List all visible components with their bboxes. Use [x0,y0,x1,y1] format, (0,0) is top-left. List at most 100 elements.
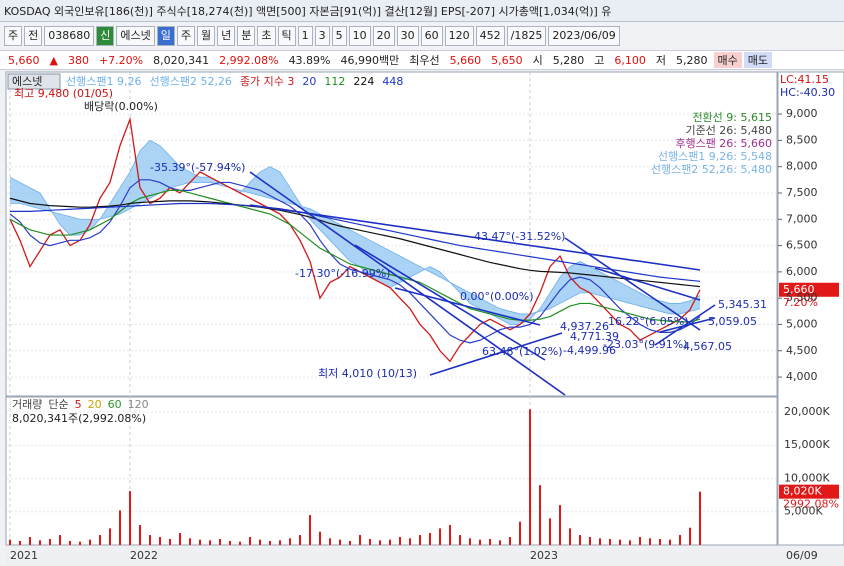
price-tag [779,282,839,297]
y-tick-label: 20,000K [784,405,830,418]
volume-bar [139,525,141,545]
quote-field[interactable]: +7.20% [98,53,144,67]
quote-field[interactable]: 6,100 [614,53,646,67]
toolbar-button[interactable]: 신 [96,26,115,46]
volume-bar [89,539,91,545]
volume-bar [559,505,561,545]
volume-bar [319,531,321,545]
toolbar-button[interactable]: 주 [176,26,195,46]
volume-bar [39,540,41,545]
toolbar-button[interactable]: 1 [297,26,313,46]
quote-field[interactable]: 고 [594,54,605,67]
y-tick-label: 9,000 [786,107,818,120]
trend-line [394,287,541,326]
toolbar-button[interactable]: 120 [444,26,474,46]
ichimoku-info: 선행스팬1 9,26: 5,548 [658,150,772,163]
toolbar-button[interactable]: 30 [396,26,419,46]
volume-bar [129,491,131,545]
quote-field[interactable]: 46,990백만 [340,54,400,67]
ichimoku-info: 후행스팬 26: 5,660 [675,137,772,150]
volume-bar [269,541,271,545]
legend-entry: 224 [353,75,374,88]
volume-bar [339,539,341,545]
toolbar-button[interactable]: 60 [420,26,443,46]
trend-line [659,317,716,333]
quote-field[interactable]: 시 [532,54,543,67]
volume-legend: 단순 [48,398,68,411]
quote-field[interactable]: 5,660 [449,53,482,67]
y-tick-label: 8,000 [786,160,818,173]
toolbar-button[interactable]: 주 [4,26,23,46]
quote-field[interactable]: 5,660 [8,53,40,67]
volume-bar [289,538,291,545]
toolbar-button[interactable]: 2023/06/09 [548,26,620,46]
quote-field[interactable]: 최우선 [409,54,440,67]
quote-field[interactable]: 5,280 [552,53,585,67]
y-tick-label: 15,000K [784,438,830,451]
volume-bar [109,528,111,545]
toolbar-button[interactable]: 10 [348,26,371,46]
legend-box [7,73,61,90]
volume-bar [239,541,241,545]
volume-bar [509,537,511,545]
volume-bar [189,538,191,545]
x-axis-area [6,546,844,566]
annotation: 최저 4,010 (10/13) [318,367,417,380]
volume-bar [119,510,121,545]
volume-bar [99,535,101,545]
quote-field[interactable]: 저 [655,54,666,67]
annotation: -17.30°(-16.99%) [295,267,390,280]
annotation: 16.22°(6.05%) [608,315,689,328]
toolbar-button[interactable]: 452 [475,26,505,46]
trend-line [429,332,563,376]
volume-bar [9,539,11,545]
plot-area [5,71,778,397]
toolbar-button[interactable]: 분 [237,26,256,46]
quote-field[interactable]: ▲ [49,53,58,67]
volume-bar [69,541,71,545]
toolbar-button[interactable]: 5 [331,26,347,46]
volume-bar [529,409,531,545]
quote-field[interactable]: 2,992.08% [219,53,279,67]
quote-field[interactable]: 매수 [713,52,742,68]
volume-bar [179,533,181,545]
quote-field[interactable]: 5,280 [676,53,708,67]
series-line [9,197,701,288]
series-line [9,139,701,325]
toolbar-button[interactable]: 월 [197,26,216,46]
quote-field[interactable]: 5,650 [491,53,523,67]
volume-bar [609,539,611,545]
toolbar-button[interactable]: /1825 [506,26,547,46]
series-line [10,202,701,282]
toolbar-button[interactable]: 038680 [44,26,95,46]
quote-field[interactable]: 8,020,341 [153,53,210,67]
volume-bar [399,537,401,545]
toolbar-button[interactable]: 년 [217,26,236,46]
trend-line [249,171,566,396]
chart: 에스넷 선행스팬1 9,26 선행스팬2 52,26 종가 지수 3 20 112 224 4… [5,71,844,566]
toolbar-button[interactable]: 일 [156,26,175,46]
quote-field[interactable]: 매도 [743,52,772,68]
volume-bar [489,539,491,545]
annotation: -4,499.96 [563,344,616,357]
annotation: 5,059.05 [708,315,757,328]
y-tick-label: 5,500 [786,291,818,304]
series-line [9,189,701,323]
toolbar-button[interactable]: 틱 [277,26,296,46]
quote-field[interactable]: 43.89% [288,53,331,67]
volume-bar [259,539,261,545]
volume-bar [599,538,601,545]
toolbar-button[interactable]: 20 [372,26,395,46]
toolbar-button[interactable]: 초 [257,26,276,46]
toolbar-button[interactable]: 에스넷 [116,26,155,46]
legend-entry: 448 [382,75,403,88]
trend-lines [249,171,716,396]
volume-bar [389,539,391,545]
toolbar-button[interactable]: 3 [314,26,330,46]
y-tick-label: 4,000 [786,370,818,383]
trend-line [249,204,701,271]
volume-bar [229,541,231,545]
toolbar-button[interactable]: 전 [24,26,43,46]
series-line [9,179,701,344]
quote-field[interactable]: 380 [67,53,89,67]
